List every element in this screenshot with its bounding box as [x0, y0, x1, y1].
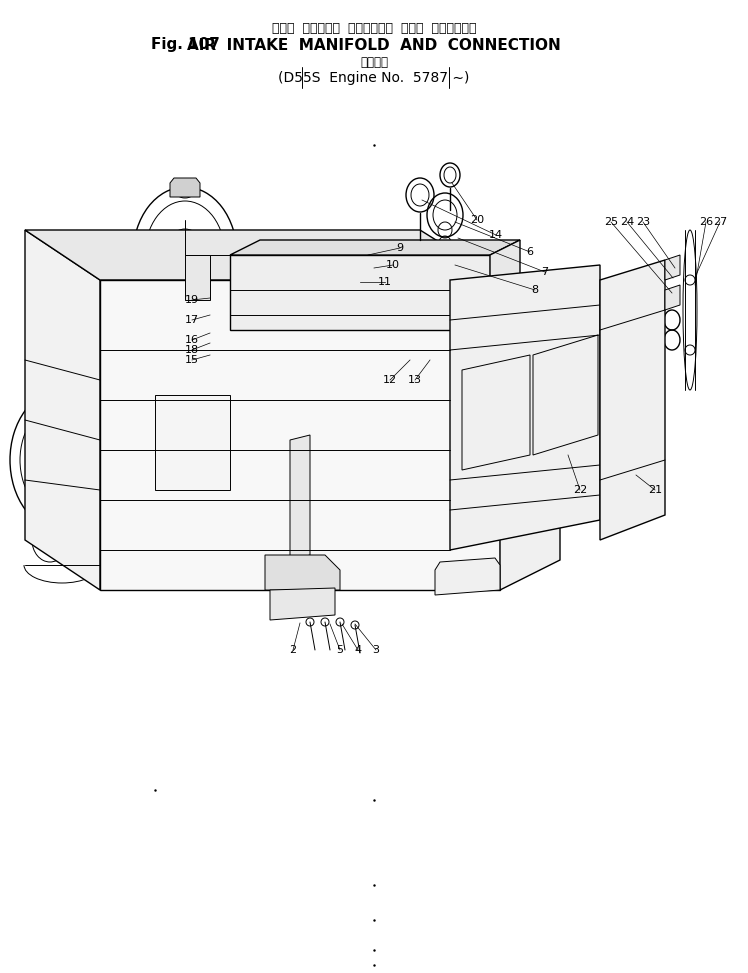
Text: 4: 4 [355, 645, 361, 655]
Text: Fig. 107: Fig. 107 [150, 38, 219, 53]
Text: 10: 10 [386, 260, 400, 270]
Text: 前: 前 [465, 575, 471, 585]
Text: 26: 26 [699, 217, 713, 227]
Text: 6: 6 [527, 247, 533, 257]
Polygon shape [185, 255, 210, 300]
Polygon shape [25, 230, 100, 590]
Polygon shape [600, 260, 665, 540]
Polygon shape [665, 255, 680, 280]
Text: 7: 7 [542, 267, 548, 277]
Polygon shape [665, 285, 680, 310]
Text: 24: 24 [620, 217, 634, 227]
Text: 2: 2 [289, 645, 296, 655]
Polygon shape [170, 178, 200, 197]
Text: (D55S  Engine No.  5787 ∼): (D55S Engine No. 5787 ∼) [278, 71, 470, 85]
Text: 14: 14 [489, 230, 503, 240]
Text: 3: 3 [373, 645, 379, 655]
Text: AIR  INTAKE  MANIFOLD  AND  CONNECTION: AIR INTAKE MANIFOLD AND CONNECTION [187, 38, 561, 53]
Text: 12: 12 [383, 375, 397, 385]
Text: 18: 18 [185, 345, 199, 355]
Polygon shape [155, 395, 230, 490]
Polygon shape [435, 558, 500, 595]
Polygon shape [265, 555, 340, 590]
Polygon shape [490, 240, 520, 330]
Text: 21: 21 [648, 485, 662, 495]
Text: 8: 8 [531, 285, 539, 295]
Polygon shape [500, 280, 560, 590]
Text: エアー  インテーク  マニホールド  および  コネクション: エアー インテーク マニホールド および コネクション [272, 21, 476, 34]
Text: 16: 16 [185, 335, 199, 345]
Polygon shape [230, 255, 490, 330]
Polygon shape [230, 240, 520, 255]
Polygon shape [450, 265, 600, 550]
Polygon shape [290, 435, 310, 560]
Text: 9: 9 [396, 243, 404, 253]
Text: 20: 20 [470, 215, 484, 225]
Text: 11: 11 [378, 277, 392, 287]
Text: 22: 22 [573, 485, 587, 495]
Text: 15: 15 [185, 355, 199, 365]
Polygon shape [270, 588, 335, 620]
Text: 13: 13 [408, 375, 422, 385]
Text: 25: 25 [604, 217, 618, 227]
Text: 27: 27 [713, 217, 727, 227]
Text: 23: 23 [636, 217, 650, 227]
Text: 適用号機: 適用号機 [360, 56, 388, 69]
Text: 17: 17 [185, 315, 199, 325]
Text: 5: 5 [337, 645, 343, 655]
Polygon shape [25, 230, 500, 280]
Polygon shape [100, 280, 500, 590]
Text: 19: 19 [185, 295, 199, 305]
